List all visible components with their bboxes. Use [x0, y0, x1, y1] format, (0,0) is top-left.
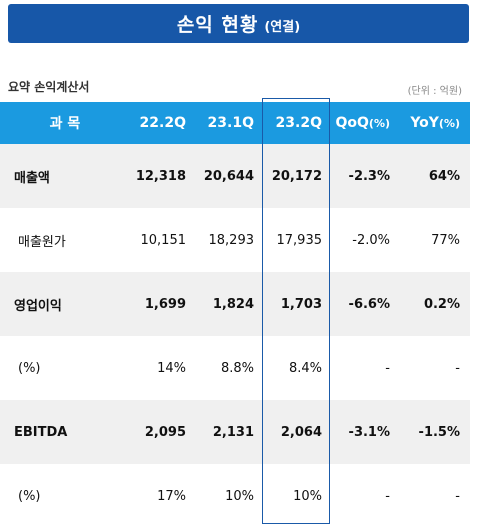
table-caption: 요약 손익계산서: [8, 80, 90, 94]
header-qoq-unit: (%): [368, 116, 390, 130]
unit-note: (단위 : 억원): [407, 86, 462, 97]
cell-23-1q: 2,131: [212, 424, 254, 440]
title-banner: 손익 현황 (연결): [8, 4, 469, 43]
cell-23-1q: 20,644: [203, 168, 254, 184]
cell-yoy: -1.5%: [418, 424, 460, 440]
header-qoq: QoQ (%): [330, 102, 391, 144]
cell-23-1q: 1,824: [212, 296, 254, 312]
cell-22-2q: 2,095: [144, 424, 186, 440]
cell-yoy: 64%: [428, 168, 460, 184]
cell-23-2q: 2,064: [280, 424, 322, 440]
cell-23-1q: 18,293: [208, 232, 255, 248]
cell-22-2q: 14%: [157, 360, 186, 376]
row-label: 영업이익: [14, 298, 62, 314]
cell-22-2q: 1,699: [144, 296, 186, 312]
cell-yoy: 0.2%: [423, 296, 460, 312]
row-label: (%): [18, 360, 41, 376]
header-item: 과 목: [49, 116, 81, 132]
row-label: 매출액: [14, 170, 50, 186]
cell-qoq: -: [385, 488, 390, 504]
cell-qoq: -: [385, 360, 390, 376]
header-23-1q: 23.1Q: [207, 115, 254, 131]
cell-qoq: -2.3%: [348, 168, 390, 184]
cell-22-2q: 17%: [157, 488, 186, 504]
cell-yoy: -: [455, 488, 460, 504]
cell-qoq: -2.0%: [352, 232, 390, 248]
cell-23-2q: 8.4%: [288, 360, 322, 376]
table-row-revenue: 매출액 12,318 20,644 20,172 -2.3% 64%: [0, 144, 470, 208]
cell-23-1q: 8.8%: [220, 360, 254, 376]
row-label: (%): [18, 488, 41, 504]
cell-23-2q: 20,172: [271, 168, 322, 184]
cell-yoy: -: [455, 360, 460, 376]
table-row-operating-margin: (%) 14% 8.8% 8.4% - -: [0, 336, 470, 400]
cell-23-2q: 10%: [293, 488, 322, 504]
header-qoq-label: QoQ: [335, 115, 369, 131]
table-row-operating-income: 영업이익 1,699 1,824 1,703 -6.6% 0.2%: [0, 272, 470, 336]
cell-23-1q: 10%: [225, 488, 254, 504]
cell-22-2q: 10,151: [140, 232, 187, 248]
header-yoy: YoY (%): [398, 102, 460, 144]
cell-qoq: -3.1%: [348, 424, 390, 440]
cell-23-2q: 1,703: [280, 296, 322, 312]
table-row-ebitda: EBITDA 2,095 2,131 2,064 -3.1% -1.5%: [0, 400, 470, 464]
table-row-cogs: 매출원가 10,151 18,293 17,935 -2.0% 77%: [0, 208, 470, 272]
header-22-2q: 22.2Q: [139, 115, 186, 131]
page-title: 손익 현황: [176, 14, 259, 36]
page-subtitle: (연결): [264, 19, 301, 35]
cell-23-2q: 17,935: [276, 232, 323, 248]
cell-22-2q: 12,318: [135, 168, 186, 184]
cell-yoy: 77%: [431, 232, 460, 248]
row-label: 매출원가: [18, 234, 66, 250]
row-label: EBITDA: [14, 424, 68, 440]
header-yoy-label: YoY: [410, 115, 439, 131]
table-header-row: 과 목 22.2Q 23.1Q 23.2Q QoQ (%) YoY (%): [0, 102, 470, 144]
cell-qoq: -6.6%: [348, 296, 390, 312]
table-row-ebitda-margin: (%) 17% 10% 10% - -: [0, 464, 470, 528]
income-statement-table: 과 목 22.2Q 23.1Q 23.2Q QoQ (%) YoY (%) 매출액 …: [0, 102, 470, 528]
header-23-2q: 23.2Q: [275, 115, 322, 131]
header-yoy-unit: (%): [438, 116, 460, 130]
